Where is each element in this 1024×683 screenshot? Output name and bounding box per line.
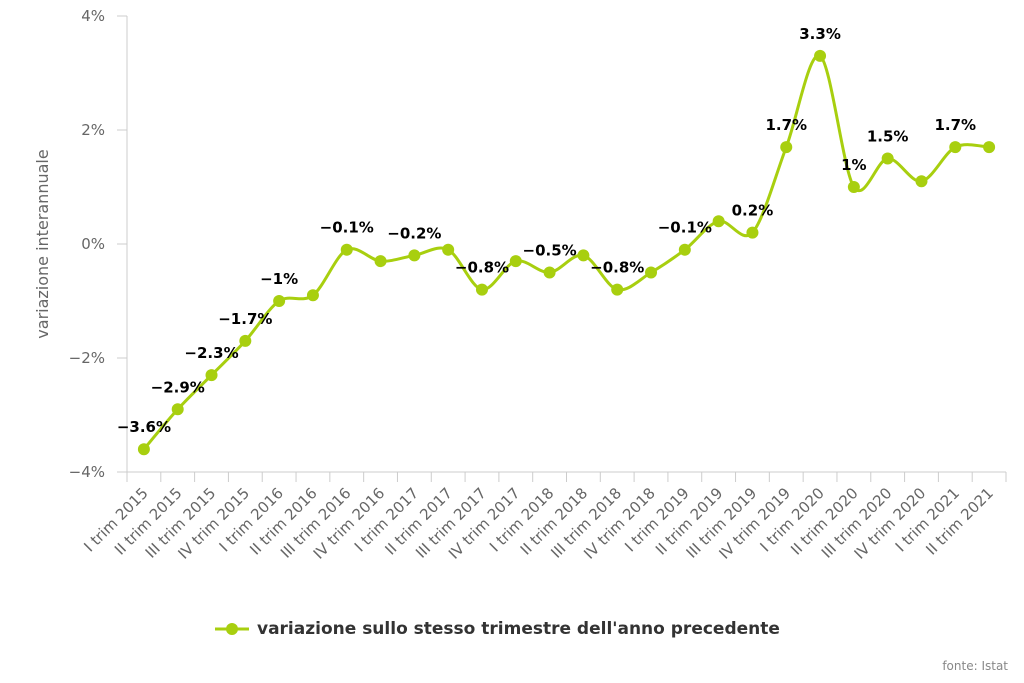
data-label: 1% bbox=[841, 156, 866, 174]
data-label: 1.7% bbox=[934, 116, 976, 134]
data-label: −3.6% bbox=[117, 418, 171, 436]
data-point bbox=[949, 141, 962, 154]
data-point bbox=[442, 243, 455, 256]
data-label: −0.8% bbox=[455, 259, 509, 277]
legend[interactable]: variazione sullo stesso trimestre dell'a… bbox=[215, 619, 780, 639]
data-point bbox=[814, 49, 827, 62]
data-label: −2.9% bbox=[151, 378, 205, 396]
data-point bbox=[205, 369, 218, 382]
data-point bbox=[543, 266, 556, 279]
data-point bbox=[712, 215, 725, 228]
data-point bbox=[239, 334, 252, 347]
data-label: −1% bbox=[260, 270, 298, 288]
data-point bbox=[678, 243, 691, 256]
data-point bbox=[983, 141, 996, 154]
data-point bbox=[577, 249, 590, 262]
data-label: 1.7% bbox=[765, 116, 807, 134]
y-tick-label: 2% bbox=[81, 121, 105, 139]
data-point bbox=[847, 181, 860, 193]
data-point bbox=[137, 443, 150, 456]
data-point bbox=[306, 289, 319, 302]
y-tick-label: −2% bbox=[69, 349, 105, 367]
data-point bbox=[171, 403, 184, 416]
y-axis-title: variazione interannuale bbox=[33, 149, 52, 338]
data-point bbox=[881, 152, 894, 165]
data-label: 0.2% bbox=[732, 202, 774, 220]
y-tick-label: 0% bbox=[81, 235, 105, 253]
data-point bbox=[408, 249, 421, 262]
data-label: 1.5% bbox=[867, 128, 909, 146]
data-label: −0.2% bbox=[387, 224, 441, 242]
data-point bbox=[645, 266, 658, 279]
data-label: 3.3% bbox=[799, 25, 841, 43]
legend-marker-icon bbox=[215, 623, 249, 635]
data-point bbox=[374, 255, 387, 268]
data-point bbox=[915, 175, 928, 188]
data-label: −0.1% bbox=[658, 219, 712, 237]
data-label: −0.5% bbox=[523, 242, 577, 260]
data-point bbox=[475, 283, 488, 296]
data-point bbox=[273, 295, 286, 307]
data-point bbox=[340, 243, 353, 256]
data-label: −0.8% bbox=[590, 259, 644, 277]
y-tick-label: 4% bbox=[81, 7, 105, 25]
data-point bbox=[780, 141, 793, 154]
legend-label: variazione sullo stesso trimestre dell'a… bbox=[257, 619, 780, 639]
data-point bbox=[611, 283, 624, 296]
y-tick-label: −4% bbox=[69, 463, 105, 481]
data-point bbox=[746, 226, 759, 239]
data-point bbox=[509, 255, 522, 268]
credit[interactable]: fonte: Istat bbox=[942, 659, 1008, 673]
data-label: −1.7% bbox=[218, 310, 272, 328]
data-label: −2.3% bbox=[184, 344, 238, 362]
data-label: −0.1% bbox=[320, 219, 374, 237]
